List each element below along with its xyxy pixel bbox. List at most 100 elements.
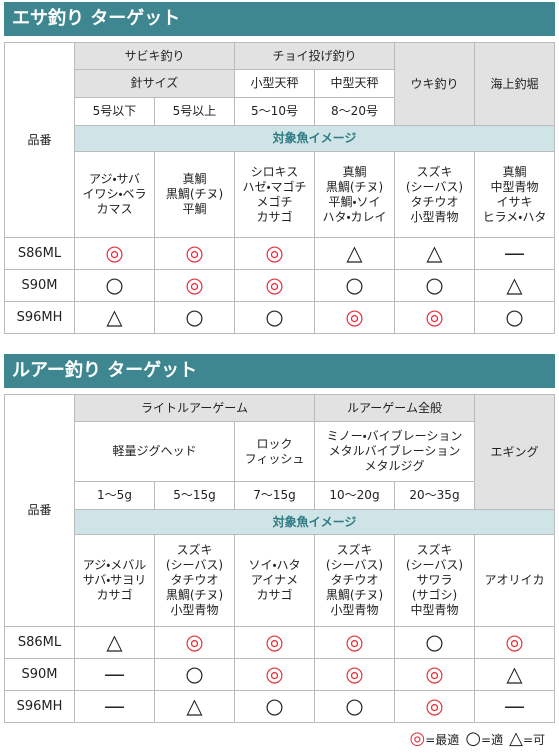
table-part: 針サイズ 小型天秤 中型天秤 [5, 69, 555, 98]
header-cell: 5号以上 [154, 97, 235, 126]
model-name: S86ML [4, 626, 75, 659]
table-part: S86ML △ ◎ ◎ ◎ ○ ◎ S90M — ○ ◎ ◎ ◎ △ S96MH — △ ○ ○ ◎ — [4, 626, 555, 723]
suitability: ○ [234, 301, 315, 334]
target-table: 品番 サビキ釣り チョイ投げ釣り ウキ釣り 海上釣堀 針サイズ 小型天秤 中型天秤 5号以下… [4, 42, 555, 334]
suitability: △ [474, 269, 555, 302]
header-cell: 5〜10号 [234, 97, 315, 126]
suitability: ◎ [154, 626, 235, 659]
model-name: S96MH [4, 301, 75, 334]
target-fish: 真鯛 黒鯛(チヌ) 平鯛・ソイ ハタ・カレイ [314, 151, 395, 238]
header-cell: 8〜20号 [314, 97, 395, 126]
suitability: △ [314, 237, 395, 270]
table-part: アジ・メバル サバ・サヨリ カサゴ スズキ (シーバス) タチウオ 黒鯛(チヌ) … [5, 534, 555, 627]
suitability: — [474, 237, 555, 270]
header-cell: 品番 [4, 394, 75, 627]
suitability: △ [474, 658, 555, 691]
model-row: S96MH △ ○ ○ ◎ ◎ ○ [4, 301, 555, 334]
table-part: 対象魚イメージ [5, 509, 555, 535]
target-table: 品番 ライトルアーゲーム ルアーゲーム全般 エギング 軽量ジグヘッド ロック フィッシュ… [4, 394, 555, 723]
table-part: 品番 サビキ釣り チョイ投げ釣り ウキ釣り 海上釣堀 [4, 42, 555, 238]
model-name: S86ML [4, 237, 75, 270]
section-title: エサ釣り ターゲット [4, 2, 555, 36]
suitability: △ [394, 237, 475, 270]
section-2: ルアー釣り ターゲット 品番 ライトルアーゲーム ルアーゲーム全般 エギング 軽量ジグ… [0, 354, 559, 723]
suitability: ○ [394, 626, 475, 659]
target-fish: スズキ (シーバス) タチウオ 小型青物 [394, 151, 475, 238]
header-cell: 1〜5g [74, 481, 155, 510]
model-row: S90M ○ ◎ ◎ ○ ○ △ [4, 269, 555, 302]
legend: ◎=最適 ○=適 △=可 [410, 728, 551, 749]
legend-label: =最適 [425, 733, 460, 747]
target-fish: 真鯛 中型青物 イサキ ヒラメ・ハタ [474, 151, 555, 238]
target-fish: スズキ (シーバス) サワラ (サゴシ) 中型青物 [394, 534, 475, 627]
suitability: ◎ [74, 237, 155, 270]
suitability: — [74, 690, 155, 723]
target-fish: スズキ (シーバス) タチウオ 黒鯛(チヌ) 小型青物 [314, 534, 395, 627]
target-fish: スズキ (シーバス) タチウオ 黒鯛(チヌ) 小型青物 [154, 534, 235, 627]
model-row: S96MH — △ ○ ○ ◎ — [4, 690, 555, 723]
table-part: アジ・サバ イワシ・ベラ カマス 真鯛 黒鯛(チヌ) 平鯛 シロキス ハゼ・マゴチ … [5, 151, 555, 238]
header-cell: 品番 [4, 42, 75, 238]
suitability: ◎ [314, 626, 395, 659]
header-cell: 対象魚イメージ [74, 509, 555, 535]
header-cell: 針サイズ [74, 69, 235, 98]
suitability: ○ [154, 301, 235, 334]
suitability: ◎ [314, 301, 395, 334]
header-cell: 軽量ジグヘッド [74, 421, 235, 482]
header-cell: ミノー・バイブレーション メタルバイブレーション メタルジグ [314, 421, 475, 482]
header-cell: ライトルアーゲーム [74, 394, 315, 422]
header-cell: 小型天秤 [234, 69, 315, 98]
legend-symbol: ○ [465, 728, 482, 749]
header-cell: チョイ投げ釣り [234, 42, 395, 70]
header-cell: 対象魚イメージ [74, 125, 555, 152]
target-fish: ソイ・ハタ アイナメ カサゴ [234, 534, 315, 627]
header-cell: 10〜20g [314, 481, 395, 510]
suitability: ◎ [154, 269, 235, 302]
suitability: ○ [474, 301, 555, 334]
suitability: △ [74, 301, 155, 334]
suitability: ○ [394, 269, 475, 302]
suitability: ◎ [394, 301, 475, 334]
suitability: ◎ [234, 237, 315, 270]
suitability: ○ [74, 269, 155, 302]
suitability: △ [74, 626, 155, 659]
header-cell: サビキ釣り [74, 42, 235, 70]
table-part: 品番 サビキ釣り チョイ投げ釣り ウキ釣り 海上釣堀 針サイズ 小型天秤 中型天秤 5号以下… [4, 42, 555, 238]
model-row: S86ML △ ◎ ◎ ◎ ○ ◎ [4, 626, 555, 659]
header-cell: ルアーゲーム全般 [314, 394, 475, 422]
header-cell: 5〜15g [154, 481, 235, 510]
suitability: ◎ [234, 658, 315, 691]
table-part: 1〜5g 5〜15g 7〜15g 10〜20g 20〜35g [5, 481, 555, 510]
model-row: S90M — ○ ◎ ◎ ◎ △ [4, 658, 555, 691]
legend-symbol: △ [509, 728, 523, 749]
header-cell: 海上釣堀 [474, 42, 555, 126]
header-cell: ウキ釣り [394, 42, 475, 126]
suitability: ○ [154, 658, 235, 691]
legend-label: =可 [522, 733, 545, 747]
suitability: ◎ [394, 658, 475, 691]
target-fish: アオリイカ [474, 534, 555, 627]
table-part: 品番 ライトルアーゲーム ルアーゲーム全般 エギング 軽量ジグヘッド ロック フィッシュ… [4, 394, 555, 627]
header-cell: 7〜15g [234, 481, 315, 510]
section-1: エサ釣り ターゲット 品番 サビキ釣り チョイ投げ釣り ウキ釣り 海上釣堀 針サイズ 小型… [0, 2, 559, 334]
suitability: — [74, 658, 155, 691]
header-cell: 5号以下 [74, 97, 155, 126]
model-name: S96MH [4, 690, 75, 723]
header-cell: エギング [474, 394, 555, 510]
header-cell: 中型天秤 [314, 69, 395, 98]
table-part: 軽量ジグヘッド ロック フィッシュ ミノー・バイブレーション メタルバイブレーション… [5, 421, 555, 482]
suitability: △ [154, 690, 235, 723]
suitability: ○ [314, 690, 395, 723]
table-part: 対象魚イメージ [5, 125, 555, 152]
model-row: S86ML ◎ ◎ ◎ △ △ — [4, 237, 555, 270]
model-name: S90M [4, 269, 75, 302]
header-cell: ロック フィッシュ [234, 421, 315, 482]
section-title: ルアー釣り ターゲット [4, 354, 555, 388]
target-fish: シロキス ハゼ・マゴチ メゴチ カサゴ [234, 151, 315, 238]
target-fish: 真鯛 黒鯛(チヌ) 平鯛 [154, 151, 235, 238]
suitability: ◎ [234, 626, 315, 659]
legend-symbol: ◎ [409, 728, 426, 749]
table-part: 品番 ライトルアーゲーム ルアーゲーム全般 エギング [4, 394, 555, 627]
suitability: ◎ [154, 237, 235, 270]
